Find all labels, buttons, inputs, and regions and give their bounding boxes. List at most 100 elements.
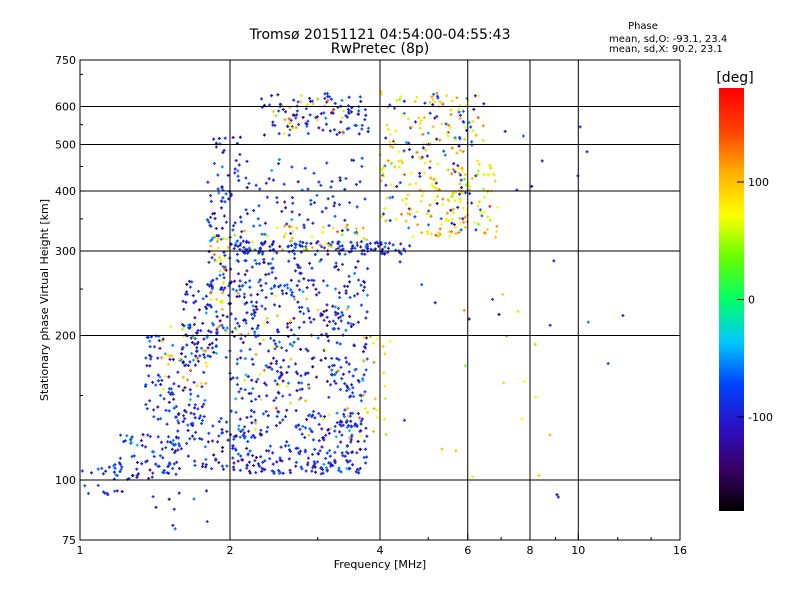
data-point-x	[224, 329, 228, 333]
data-point-x	[452, 207, 456, 211]
data-point-o	[231, 456, 235, 460]
data-point-o	[333, 450, 337, 454]
data-point-o	[503, 129, 507, 133]
data-point-o	[290, 290, 294, 294]
data-point-o	[235, 239, 239, 243]
data-point-o	[243, 302, 247, 306]
data-point-x	[359, 434, 363, 438]
data-point-o	[165, 422, 169, 426]
data-point-x	[181, 327, 185, 331]
data-point-o	[199, 346, 203, 350]
data-point-o	[269, 362, 273, 366]
data-point-o	[319, 258, 323, 262]
data-point-o	[313, 462, 317, 466]
data-point-o	[300, 305, 304, 309]
data-point-o	[250, 265, 254, 269]
data-point-o	[460, 185, 464, 189]
data-point-o	[497, 313, 501, 317]
data-point-x	[440, 102, 444, 106]
data-point-o	[193, 342, 197, 346]
data-point-o	[335, 370, 339, 374]
data-point-o	[331, 319, 335, 323]
data-point-x	[221, 281, 225, 285]
data-point-o	[258, 278, 262, 282]
data-point-x	[457, 166, 461, 170]
data-point-o	[272, 239, 276, 243]
data-point-o	[316, 336, 320, 340]
data-point-o	[270, 243, 274, 247]
data-point-o	[206, 218, 210, 222]
data-point-o	[241, 283, 245, 287]
data-point-o	[290, 196, 294, 200]
data-point-o	[284, 206, 288, 210]
data-point-o	[281, 418, 285, 422]
data-point-x	[388, 140, 392, 144]
data-point-x	[439, 222, 443, 226]
data-point-x	[436, 194, 440, 198]
data-point-x	[209, 291, 213, 295]
data-point-o	[249, 415, 253, 419]
data-point-o	[196, 359, 200, 363]
data-point-o	[208, 355, 212, 359]
data-point-o	[209, 305, 213, 309]
data-point-o	[148, 399, 152, 403]
data-point-o	[340, 244, 344, 248]
data-point-x	[404, 219, 408, 223]
data-point-o	[266, 320, 270, 324]
data-point-o	[337, 468, 341, 472]
data-point-x	[223, 267, 227, 271]
data-point-o	[258, 342, 262, 346]
data-point-o	[203, 355, 207, 359]
data-point-o	[365, 357, 369, 361]
data-point-o	[433, 116, 437, 120]
x-tick-label: 1	[77, 544, 84, 557]
data-point-x	[299, 94, 303, 98]
data-point-x	[401, 198, 405, 202]
data-point-o	[348, 314, 352, 318]
data-point-o	[269, 287, 273, 291]
data-point-o	[349, 325, 353, 329]
data-point-x	[434, 177, 438, 181]
data-point-o	[251, 362, 255, 366]
data-point-o	[259, 284, 263, 288]
data-point-o	[314, 116, 318, 120]
data-point-x	[399, 95, 403, 99]
data-point-o	[213, 216, 217, 220]
data-point-o	[349, 322, 353, 326]
data-point-o	[267, 449, 271, 453]
data-point-x	[433, 198, 437, 202]
data-point-x	[375, 337, 379, 341]
data-point-o	[313, 447, 317, 451]
data-point-o	[345, 425, 349, 429]
data-point-o	[336, 306, 340, 310]
data-point-o	[337, 358, 341, 362]
data-point-o	[176, 429, 180, 433]
data-point-o	[263, 459, 267, 463]
data-point-x	[464, 225, 468, 229]
data-point-o	[200, 437, 204, 441]
data-point-o	[239, 349, 243, 353]
data-point-x	[261, 338, 265, 342]
data-point-o	[211, 212, 215, 216]
data-point-o	[185, 441, 189, 445]
data-point-x	[471, 475, 475, 479]
data-point-o	[346, 108, 350, 112]
data-point-o	[298, 240, 302, 244]
data-point-o	[325, 284, 329, 288]
data-point-o	[263, 232, 267, 236]
data-point-o	[586, 320, 590, 324]
data-point-o	[433, 301, 437, 305]
data-point-o	[295, 109, 299, 113]
data-point-o	[207, 260, 211, 264]
data-point-o	[196, 407, 200, 411]
data-point-o	[521, 134, 525, 138]
data-point-o	[335, 411, 339, 415]
data-point-o	[157, 464, 161, 468]
data-point-x	[422, 116, 426, 120]
data-point-o	[316, 460, 320, 464]
data-point-o	[187, 279, 191, 283]
data-point-o	[238, 215, 242, 219]
data-point-x	[371, 341, 375, 345]
data-point-o	[345, 444, 349, 448]
